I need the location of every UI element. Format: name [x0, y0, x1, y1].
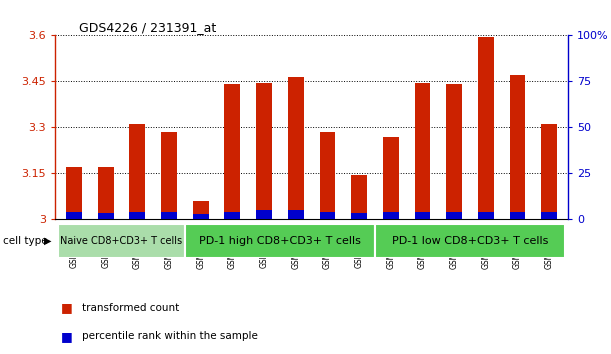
Bar: [446, 85, 462, 219]
Text: Naive CD8+CD3+ T cells: Naive CD8+CD3+ T cells: [60, 236, 183, 246]
Text: ■: ■: [61, 302, 73, 314]
Bar: [130, 124, 145, 219]
Bar: [375, 224, 565, 258]
Bar: [541, 124, 557, 219]
Bar: [185, 224, 375, 258]
Text: transformed count: transformed count: [82, 303, 180, 313]
Bar: [130, 212, 145, 219]
Text: PD-1 high CD8+CD3+ T cells: PD-1 high CD8+CD3+ T cells: [199, 236, 361, 246]
Text: PD-1 low CD8+CD3+ T cells: PD-1 low CD8+CD3+ T cells: [392, 236, 548, 246]
Bar: [98, 167, 114, 219]
Bar: [446, 212, 462, 219]
Bar: [193, 214, 208, 219]
Bar: [541, 212, 557, 219]
Bar: [351, 213, 367, 219]
Bar: [224, 85, 240, 219]
Text: cell type: cell type: [3, 236, 48, 246]
Bar: [66, 212, 82, 219]
Bar: [193, 201, 208, 219]
Text: percentile rank within the sample: percentile rank within the sample: [82, 331, 258, 341]
Bar: [478, 37, 494, 219]
Bar: [383, 212, 399, 219]
Bar: [415, 83, 430, 219]
Bar: [415, 212, 430, 219]
Bar: [383, 137, 399, 219]
Text: GDS4226 / 231391_at: GDS4226 / 231391_at: [79, 21, 217, 34]
Text: ▶: ▶: [44, 236, 51, 246]
Bar: [66, 167, 82, 219]
Bar: [320, 132, 335, 219]
Bar: [510, 212, 525, 219]
Bar: [161, 132, 177, 219]
Bar: [351, 175, 367, 219]
Bar: [320, 212, 335, 219]
Bar: [58, 224, 185, 258]
Bar: [478, 212, 494, 219]
Bar: [98, 213, 114, 219]
Bar: [288, 77, 304, 219]
Bar: [256, 210, 272, 219]
Bar: [224, 212, 240, 219]
Bar: [256, 83, 272, 219]
Text: ■: ■: [61, 330, 73, 343]
Bar: [288, 210, 304, 219]
Bar: [161, 212, 177, 219]
Bar: [510, 75, 525, 219]
